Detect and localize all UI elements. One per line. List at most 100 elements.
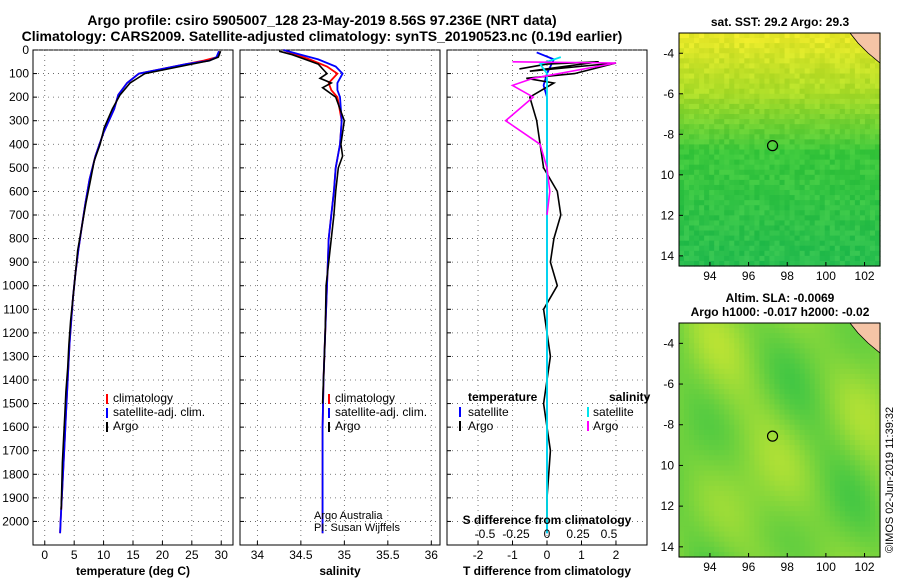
map-cell: [729, 48, 735, 54]
map-cell: [809, 501, 816, 507]
map-cell: [709, 429, 715, 436]
map-cell: [804, 38, 811, 44]
map-cell: [694, 363, 700, 370]
map-cell: [864, 58, 871, 64]
map-cell: [739, 144, 745, 151]
map-cell: [859, 210, 866, 216]
map-cell: [834, 368, 841, 375]
map-cell: [689, 429, 695, 436]
map-cell: [829, 179, 836, 186]
map-cell: [759, 450, 766, 456]
map-cell: [739, 551, 745, 558]
map-cell: [774, 225, 781, 232]
map-cell: [874, 460, 881, 467]
map-cell: [724, 455, 730, 461]
map-cell: [809, 83, 816, 90]
map-cell: [834, 88, 841, 95]
map-cell: [694, 470, 700, 477]
map-cell: [839, 333, 846, 339]
map-cell: [709, 348, 715, 355]
map-cell: [759, 455, 766, 461]
map-cell: [869, 184, 876, 191]
map-cell: [774, 63, 781, 70]
y-tick-label: 1100: [3, 302, 29, 316]
map-cell: [799, 429, 806, 436]
map-cell: [679, 174, 685, 181]
map-cell: [714, 424, 720, 431]
map-cell: [789, 470, 796, 477]
map-cell: [874, 414, 881, 421]
map-cell: [719, 394, 725, 400]
map-cell: [729, 58, 735, 64]
map-cell: [679, 445, 685, 451]
map-cell: [809, 551, 816, 558]
map-cell: [764, 205, 771, 211]
map-cell: [724, 348, 730, 355]
map-cell: [769, 404, 776, 411]
map-cell: [739, 511, 745, 517]
map-cell: [799, 78, 806, 85]
map-cell: [739, 384, 745, 390]
map-cell: [689, 139, 695, 146]
map-cell: [824, 333, 831, 339]
map-cell: [864, 429, 871, 436]
map-cell: [689, 174, 695, 181]
map-cell: [684, 541, 690, 548]
map-cell: [779, 98, 786, 105]
map-cell: [779, 93, 786, 100]
map-cell: [844, 399, 851, 405]
map-cell: [764, 373, 771, 380]
map-cell: [799, 63, 806, 70]
map-cell: [809, 440, 816, 446]
map-cell: [824, 250, 831, 257]
map-cell: [744, 511, 750, 517]
map-cell: [724, 328, 730, 334]
map-cell: [859, 200, 866, 206]
map-cell: [829, 114, 836, 120]
map-cell: [799, 475, 806, 482]
map-cell: [699, 389, 705, 395]
map-cell: [779, 169, 786, 176]
map-cell: [684, 526, 690, 533]
map-cell: [699, 526, 705, 533]
map-cell: [854, 205, 861, 211]
map-cell: [724, 440, 730, 446]
map-cell: [789, 490, 796, 497]
map-cell: [869, 409, 876, 416]
map-cell: [699, 240, 705, 247]
map-cell: [819, 546, 826, 553]
map-cell: [794, 260, 801, 267]
map-cell: [744, 245, 750, 252]
map-cell: [779, 205, 786, 211]
y-tick-label: 900: [9, 255, 29, 269]
map-cell: [714, 526, 720, 533]
map-cell: [784, 378, 791, 385]
map-cell: [739, 200, 745, 206]
map-cell: [749, 38, 755, 44]
map-cell: [799, 460, 806, 467]
map-cell: [689, 38, 695, 44]
map-cell: [724, 373, 730, 380]
map-cell: [804, 88, 811, 95]
map-cell: [719, 465, 725, 472]
map-cell: [804, 73, 811, 80]
map-cell: [774, 139, 781, 146]
map-cell: [869, 179, 876, 186]
map-cell: [729, 424, 735, 431]
map-cell: [744, 333, 750, 339]
map-cell: [684, 460, 690, 467]
map-cell: [729, 373, 735, 380]
map-cell: [794, 48, 801, 54]
map-cell: [814, 363, 821, 370]
map-cell: [784, 119, 791, 125]
map-cell: [874, 220, 881, 227]
map-cell: [834, 409, 841, 416]
map-cell: [754, 174, 761, 181]
lon-tick-label: 100: [816, 269, 836, 283]
map-cell: [679, 43, 685, 49]
map-cell: [679, 546, 685, 553]
map-cell: [839, 516, 846, 522]
map-cell: [689, 495, 695, 502]
map-cell: [869, 419, 876, 426]
map-cell: [694, 179, 700, 186]
